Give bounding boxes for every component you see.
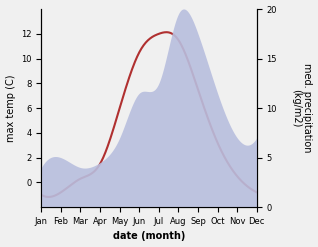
Y-axis label: max temp (C): max temp (C) [5, 74, 16, 142]
Y-axis label: med. precipitation
(kg/m2): med. precipitation (kg/m2) [291, 63, 313, 153]
X-axis label: date (month): date (month) [113, 231, 185, 242]
